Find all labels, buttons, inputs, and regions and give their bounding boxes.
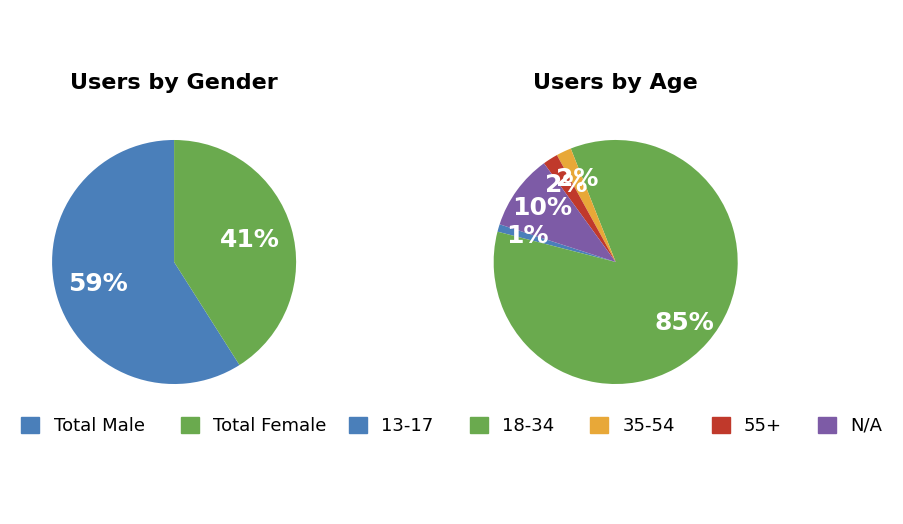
Title: Users by Gender: Users by Gender: [70, 73, 277, 93]
Title: Users by Age: Users by Age: [533, 73, 697, 93]
Wedge shape: [499, 163, 615, 262]
Wedge shape: [174, 140, 296, 365]
Wedge shape: [544, 155, 615, 262]
Legend: 13-17, 18-34, 35-54, 55+, N/A: 13-17, 18-34, 35-54, 55+, N/A: [341, 409, 889, 442]
Text: 85%: 85%: [654, 311, 713, 334]
Wedge shape: [493, 140, 737, 384]
Text: 10%: 10%: [511, 196, 571, 220]
Legend: Total Male, Total Female: Total Male, Total Female: [14, 409, 334, 442]
Text: 1%: 1%: [506, 224, 548, 248]
Text: 59%: 59%: [68, 272, 127, 296]
Wedge shape: [556, 148, 615, 262]
Text: 2%: 2%: [545, 173, 587, 196]
Text: 41%: 41%: [220, 228, 280, 252]
Wedge shape: [52, 140, 239, 384]
Text: 2%: 2%: [555, 167, 597, 191]
Wedge shape: [497, 224, 615, 262]
